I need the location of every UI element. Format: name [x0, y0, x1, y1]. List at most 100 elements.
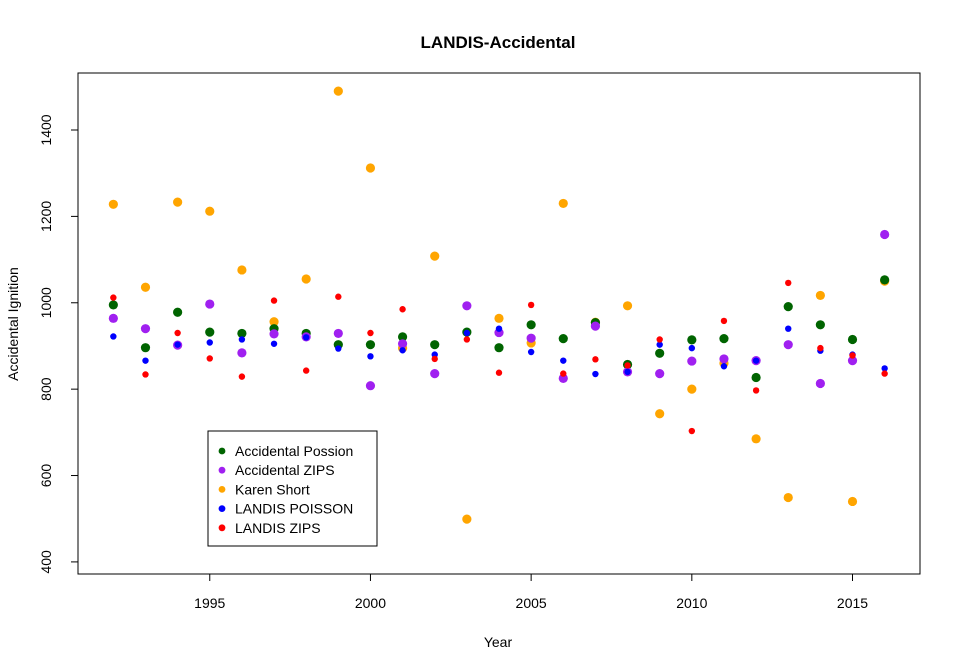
data-points	[108, 86, 890, 524]
point-series-0-1996	[237, 265, 247, 275]
x-tick-label-2015: 2015	[837, 595, 868, 611]
point-series-3-2007	[592, 370, 599, 378]
point-series-4-2004	[495, 369, 503, 376]
point-series-0-2002	[430, 251, 440, 261]
point-series-1-2013	[783, 302, 793, 312]
point-series-3-2001	[399, 347, 406, 354]
point-series-0-1998	[301, 274, 311, 284]
y-tick-label-400: 400	[38, 550, 54, 574]
point-series-4-2009	[656, 336, 663, 343]
legend-entry-1: Accidental ZIPS	[235, 462, 335, 478]
point-series-4-1993	[142, 371, 149, 378]
point-series-0-2009	[655, 409, 665, 419]
point-series-2-2014	[815, 378, 825, 389]
x-axis-label: Year	[484, 634, 513, 650]
point-series-1-2000	[365, 340, 376, 350]
point-series-2-2007	[590, 321, 601, 331]
point-series-2-2016	[880, 229, 890, 240]
point-series-0-1992	[108, 199, 118, 209]
point-series-1-2010	[687, 335, 697, 345]
point-series-3-1992	[110, 333, 117, 340]
point-series-4-2003	[463, 336, 471, 343]
point-series-4-2016	[881, 370, 888, 377]
point-series-4-2006	[560, 370, 567, 377]
point-series-3-1995	[206, 339, 213, 346]
point-series-2-2003	[462, 301, 472, 311]
point-series-0-1995	[205, 206, 215, 216]
x-tick-label-1995: 1995	[194, 595, 225, 611]
point-series-0-2006	[558, 198, 568, 209]
point-series-4-2002	[431, 355, 438, 363]
point-series-0-2014	[815, 290, 825, 301]
point-series-4-2015	[849, 352, 856, 359]
point-series-4-2005	[527, 301, 535, 309]
point-series-3-2011	[720, 363, 728, 370]
point-series-1-2014	[815, 320, 825, 330]
point-series-3-2012	[752, 357, 760, 364]
point-series-4-2001	[399, 306, 406, 313]
x-tick-label-2010: 2010	[676, 595, 707, 611]
point-series-2-1996	[237, 348, 247, 358]
point-series-1-1993	[140, 343, 151, 353]
point-series-2-2006	[558, 373, 568, 383]
point-series-4-2014	[817, 344, 824, 352]
y-tick-label-800: 800	[38, 377, 54, 401]
legend-marker-0	[218, 447, 226, 455]
legend-box	[207, 430, 378, 547]
point-series-4-2010	[688, 427, 696, 435]
point-series-2-1993	[140, 324, 151, 334]
point-series-0-2013	[783, 492, 793, 503]
point-series-4-1992	[110, 294, 117, 301]
point-series-0-2000	[365, 163, 376, 173]
legend-entry-0: Accidental Possion	[235, 443, 353, 459]
point-series-3-2008	[624, 368, 631, 376]
point-series-1-2002	[430, 340, 440, 350]
point-series-0-2012	[751, 434, 761, 444]
point-series-1-2005	[526, 320, 536, 330]
point-series-3-2009	[656, 341, 663, 348]
point-series-3-1994	[174, 341, 181, 348]
point-series-4-2008	[624, 362, 631, 369]
point-series-1-2009	[655, 348, 665, 358]
y-tick-label-600: 600	[38, 464, 54, 488]
legend: Accidental Possion Accidental ZIPS Karen S…	[207, 430, 378, 547]
x-axis: 1995 2000 2005 2010 2015	[194, 573, 868, 611]
point-series-0-2003	[462, 514, 472, 524]
point-series-3-2006	[560, 357, 567, 364]
point-series-3-2010	[688, 344, 696, 352]
legend-entry-4: LANDIS ZIPS	[235, 520, 321, 536]
point-series-2-2000	[365, 381, 376, 391]
point-series-3-2005	[527, 348, 535, 356]
point-series-4-1999	[335, 293, 342, 300]
point-series-1-2004	[494, 343, 504, 353]
point-series-2-1995	[205, 299, 215, 309]
point-series-1-2006	[558, 334, 568, 344]
point-series-4-1998	[302, 367, 310, 374]
point-series-3-1993	[142, 357, 149, 364]
point-series-0-1999	[333, 86, 343, 96]
point-series-2-2002	[430, 369, 440, 379]
point-series-0-2008	[622, 301, 633, 311]
point-series-2-2010	[687, 356, 697, 366]
y-axis-label: Accidental Ignition	[5, 267, 21, 381]
point-series-2-2009	[655, 369, 665, 379]
point-series-1-2001	[397, 332, 408, 342]
point-series-2-2013	[783, 340, 793, 350]
y-tick-label-1400: 1400	[38, 114, 54, 145]
point-series-3-2013	[785, 325, 792, 332]
point-series-4-2013	[785, 279, 792, 287]
point-series-2-1999	[333, 328, 343, 339]
point-series-3-1998	[302, 334, 310, 341]
x-tick-label-2005: 2005	[516, 595, 547, 611]
point-series-3-2016	[881, 365, 888, 372]
point-series-3-2003	[463, 329, 471, 337]
legend-marker-4	[218, 524, 226, 532]
chart-title: LANDIS-Accidental	[421, 33, 576, 52]
point-series-1-2011	[719, 334, 729, 344]
y-tick-label-1000: 1000	[38, 287, 54, 318]
point-series-0-1994	[173, 197, 183, 207]
point-series-0-2004	[494, 313, 504, 323]
y-axis: 400 600 800 1000 1200 1400	[38, 114, 79, 574]
legend-entry-3: LANDIS POISSON	[235, 501, 353, 517]
point-series-2-1992	[108, 313, 118, 323]
